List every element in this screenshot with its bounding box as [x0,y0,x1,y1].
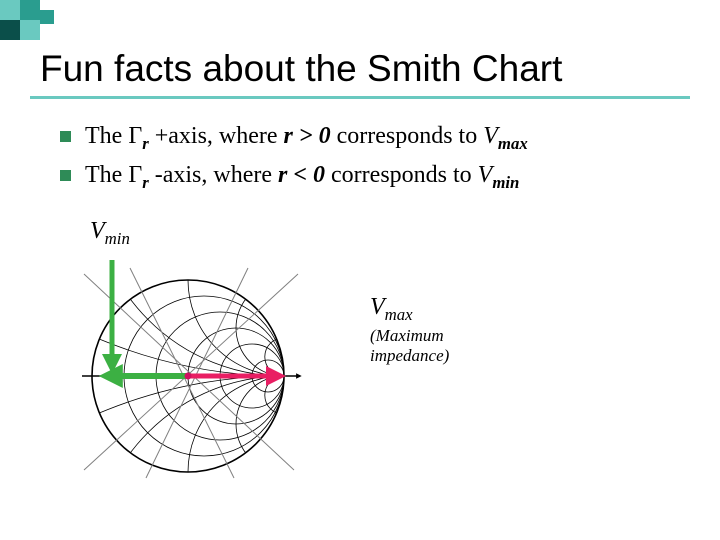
slide-title: Fun facts about the Smith Chart [40,48,690,90]
bullet-text: The Γr -axis, where r < 0 corresponds to… [85,159,680,194]
bullet-item: The Γr +axis, where r > 0 corresponds to… [60,120,680,155]
bullet-marker-icon [60,170,71,181]
vmin-label: Vmin [90,218,130,249]
vmax-label: Vmax [370,294,413,325]
bullet-text: The Γr +axis, where r > 0 corresponds to… [85,120,680,155]
smith-chart [48,256,318,486]
bullet-list: The Γr +axis, where r > 0 corresponds to… [60,120,680,199]
corner-decoration [0,0,80,50]
bullet-item: The Γr -axis, where r < 0 corresponds to… [60,159,680,194]
title-underline [30,96,690,99]
vmax-description: (Maximum impedance) [370,326,449,365]
bullet-marker-icon [60,131,71,142]
